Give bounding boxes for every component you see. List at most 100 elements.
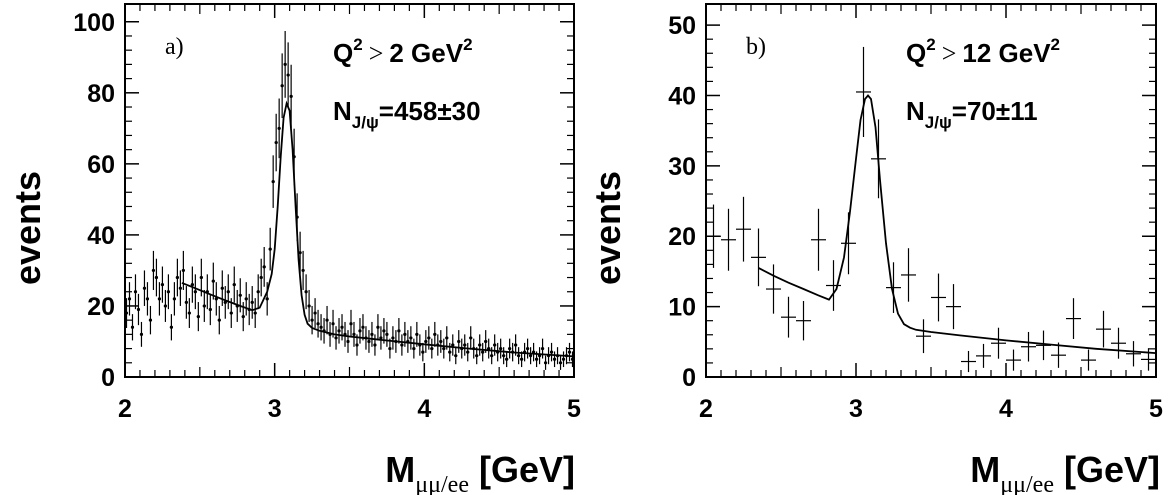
- y-tick-label-a-3: 60: [87, 151, 115, 179]
- data-point-a-119: [481, 342, 485, 362]
- data-point-a-36: [232, 266, 236, 303]
- data-point-a-7: [145, 282, 150, 316]
- data-point-a-62: [310, 305, 314, 335]
- data-point-a-60: [304, 274, 308, 310]
- data-point-a-139: [540, 338, 545, 359]
- y-tick-label-b-3: 30: [668, 153, 696, 181]
- data-point-a-134: [526, 338, 530, 359]
- data-point-a-87: [385, 321, 389, 347]
- data-point-a-89: [391, 326, 395, 350]
- x-tick-label-b-1: 3: [849, 395, 863, 423]
- data-point-a-148: [567, 342, 572, 362]
- data-point-b-3: [751, 228, 766, 287]
- data-point-a-127: [505, 351, 509, 368]
- data-point-a-53: [283, 30, 287, 98]
- data-point-a-138: [537, 347, 542, 365]
- data-point-b-16: [946, 284, 961, 330]
- data-point-a-100: [424, 330, 428, 353]
- x-tick-label-b-3: 5: [1149, 395, 1163, 423]
- data-point-a-132: [520, 351, 524, 368]
- fit-curve-b: [758, 94, 1157, 354]
- data-point-a-149: [570, 351, 575, 368]
- y-tick-label-b-4: 40: [668, 82, 696, 110]
- data-point-a-49: [271, 155, 275, 208]
- data-point-a-115: [469, 326, 473, 350]
- data-point-a-0: [124, 298, 129, 328]
- data-point-a-95: [409, 326, 413, 350]
- data-point-a-140: [543, 355, 548, 370]
- data-point-a-120: [484, 330, 488, 353]
- data-point-a-10: [154, 258, 159, 297]
- data-point-a-2: [130, 314, 135, 341]
- data-point-a-30: [214, 282, 218, 316]
- data-point-a-55: [289, 64, 293, 128]
- data-point-a-114: [466, 342, 470, 362]
- data-point-a-44: [256, 274, 260, 310]
- data-point-a-9: [151, 250, 156, 290]
- data-point-b-12: [886, 262, 901, 313]
- data-point-b-26: [1096, 310, 1111, 348]
- data-point-a-52: [280, 53, 284, 119]
- data-point-b-19: [991, 327, 1006, 359]
- data-point-b-25: [1081, 349, 1096, 371]
- data-point-a-78: [358, 318, 362, 344]
- data-point-a-40: [244, 282, 248, 316]
- data-point-a-124: [496, 342, 500, 362]
- data-point-a-84: [376, 314, 380, 341]
- data-point-a-131: [517, 347, 521, 365]
- x-tick-label-a-0: 2: [118, 395, 132, 423]
- data-point-b-14: [916, 319, 931, 354]
- data-point-a-143: [552, 351, 557, 368]
- x-tick-label-b-0: 2: [699, 395, 713, 423]
- y-tick-label-a-2: 40: [87, 222, 115, 250]
- data-point-a-22: [190, 266, 194, 303]
- data-point-a-110: [454, 347, 458, 365]
- panel-label-a: a): [165, 34, 184, 60]
- data-point-a-29: [211, 262, 215, 300]
- data-point-a-28: [208, 293, 212, 326]
- data-point-a-88: [388, 338, 392, 359]
- data-point-a-91: [397, 318, 401, 344]
- data-point-a-17: [175, 258, 179, 297]
- data-point-a-31: [217, 305, 221, 335]
- data-point-a-70: [334, 326, 338, 350]
- data-point-a-43: [253, 298, 257, 328]
- data-point-a-105: [439, 330, 443, 353]
- data-point-a-106: [442, 338, 446, 359]
- data-point-a-14: [166, 274, 171, 310]
- panel-label-b: b): [746, 34, 766, 60]
- axis-ticks-a: [124, 4, 575, 378]
- panel-a: events 0 20 40 60 80 100 2 3 4 5 a) Q2 >2 GeV2 NJ…: [7, 3, 581, 495]
- data-point-a-46: [262, 246, 266, 287]
- data-point-a-1: [127, 282, 132, 316]
- data-point-b-28: [1126, 341, 1141, 367]
- data-point-a-12: [160, 266, 165, 303]
- data-point-a-18: [178, 270, 182, 306]
- data-point-a-133: [523, 342, 527, 362]
- data-point-a-123: [493, 334, 497, 356]
- x-tick-label-a-1: 3: [268, 395, 282, 423]
- q2-cut-label-b: Q2 >12 GeV2: [906, 35, 1060, 68]
- signal-yield-label-b: NJ/ψ=70±11: [906, 96, 1038, 132]
- data-point-a-108: [448, 342, 452, 362]
- data-point-a-24: [196, 302, 200, 332]
- x-axis-label-a: Mμμ/ee [GeV]: [385, 449, 575, 495]
- data-point-a-45: [259, 258, 263, 297]
- data-point-a-85: [379, 326, 383, 350]
- y-tick-label-b-0: 0: [682, 364, 696, 392]
- data-point-a-58: [298, 231, 302, 274]
- fit-curve-a: [181, 100, 575, 358]
- data-point-b-4: [766, 264, 781, 314]
- data-point-a-23: [193, 274, 197, 310]
- axis-ticks-b: [705, 4, 1157, 378]
- data-point-a-33: [223, 286, 227, 319]
- y-tick-label-a-1: 20: [87, 293, 115, 321]
- x-tick-labels-b: 2 3 4 5: [699, 395, 1163, 423]
- data-point-a-111: [457, 330, 461, 353]
- data-point-a-27: [205, 274, 209, 310]
- y-tick-label-b-5: 50: [668, 12, 696, 40]
- q2-cut-label-a: Q2 >2 GeV2: [333, 35, 473, 68]
- data-point-a-15: [169, 314, 173, 341]
- data-point-a-142: [549, 342, 554, 362]
- data-point-a-64: [316, 309, 320, 338]
